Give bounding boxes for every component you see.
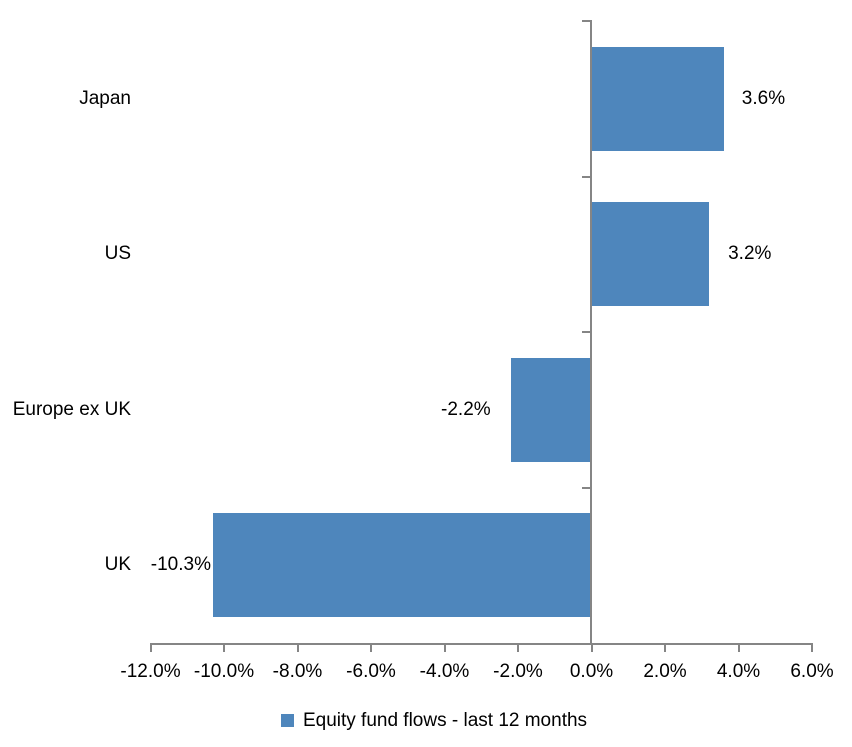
x-axis-tick [370, 643, 372, 652]
x-axis-line [149, 643, 813, 645]
value-label: 3.6% [741, 87, 786, 109]
x-tick-label: -10.0% [193, 661, 255, 682]
x-axis-tick [811, 643, 813, 652]
y-axis-tick [581, 175, 590, 178]
x-axis-tick [517, 643, 519, 652]
x-tick-label: -6.0% [346, 661, 396, 682]
x-tick-label: 4.0% [716, 661, 761, 682]
x-axis-tick [223, 643, 225, 652]
bar [510, 357, 592, 462]
value-label: -2.2% [441, 398, 491, 420]
x-tick-label: 6.0% [790, 661, 834, 682]
y-axis-tick [581, 486, 590, 489]
category-label: US [104, 243, 131, 265]
x-axis-tick [737, 643, 740, 652]
bar [591, 202, 710, 307]
x-tick-label: -12.0% [120, 661, 181, 682]
x-tick-label: -2.0% [493, 661, 543, 682]
x-tick-label: 2.0% [643, 661, 687, 682]
legend-marker-icon [280, 714, 294, 727]
x-tick-label: 0.0% [569, 661, 614, 682]
x-tick-label: -8.0% [272, 661, 323, 682]
x-tick-label: -4.0% [419, 661, 470, 682]
x-axis-tick [296, 643, 299, 652]
x-axis-tick [664, 643, 666, 652]
value-label: -10.3% [150, 554, 211, 576]
x-axis-tick [590, 643, 593, 652]
y-axis-tick [581, 20, 590, 22]
x-axis-tick [443, 643, 446, 652]
y-axis-tick [581, 331, 590, 333]
bar [591, 46, 724, 151]
category-label: UK [104, 554, 131, 576]
category-label: Europe ex UK [12, 398, 131, 420]
y-axis-line [589, 20, 592, 645]
bar [212, 513, 592, 618]
x-axis-tick [149, 643, 152, 652]
value-label: 3.2% [728, 243, 772, 265]
legend: Equity fund flows - last 12 months [0, 708, 852, 733]
category-label: Japan [79, 87, 131, 109]
legend-label: Equity fund flows - last 12 months [302, 710, 588, 731]
